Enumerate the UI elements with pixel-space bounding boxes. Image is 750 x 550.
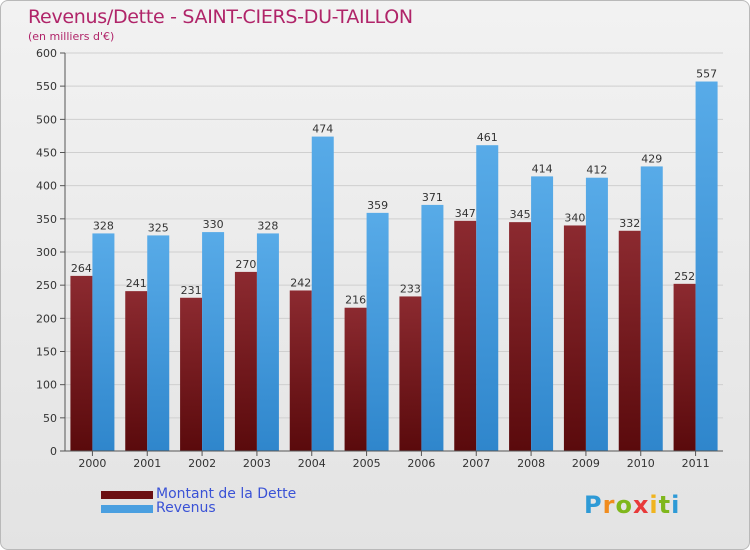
bar-revenus xyxy=(421,204,444,451)
logo-letter: i xyxy=(671,491,681,519)
y-tick-label: 300 xyxy=(36,246,57,259)
value-label-revenus: 359 xyxy=(367,199,388,212)
value-label-dette: 270 xyxy=(235,258,256,271)
x-tick-label: 2006 xyxy=(407,457,435,470)
bar-dette xyxy=(673,283,696,451)
value-label-dette: 332 xyxy=(619,217,640,230)
value-label-revenus: 328 xyxy=(93,219,114,232)
value-label-revenus: 414 xyxy=(532,162,553,175)
logo-letter: t xyxy=(658,491,672,519)
y-tick-label: 400 xyxy=(36,180,57,193)
legend-label-revenus: Revenus xyxy=(156,500,216,516)
bars xyxy=(70,81,718,452)
bar-dette xyxy=(344,307,367,451)
axes: 0 50 100 150 200 250 300 350 400 450 500 550 600 2000… xyxy=(36,47,723,470)
bar-dette xyxy=(399,296,422,451)
x-tick-label: 2009 xyxy=(572,457,600,470)
grid-lines xyxy=(65,52,723,419)
bar-dette xyxy=(563,225,586,451)
value-label-dette: 216 xyxy=(345,294,366,307)
bar-revenus xyxy=(202,232,225,451)
y-tick-label: 600 xyxy=(36,47,57,60)
x-tick-label: 2008 xyxy=(517,457,545,470)
x-tick-label: 2000 xyxy=(78,457,106,470)
chart-title: Revenus/Dette - SAINT-CIERS-DU-TAILLON xyxy=(28,6,413,28)
proxiti-logo: Proxiti xyxy=(584,491,680,519)
bar-dette xyxy=(454,220,477,451)
value-label-revenus: 557 xyxy=(696,68,717,81)
labels: 264 328 241 325 231 330 270 328 242 474 216 359 233 3… xyxy=(71,68,717,307)
value-label-dette: 340 xyxy=(564,211,585,224)
x-tick-label: 2005 xyxy=(353,457,381,470)
value-label-dette: 231 xyxy=(181,284,202,297)
bar-revenus xyxy=(695,81,718,452)
value-label-dette: 264 xyxy=(71,262,92,275)
bar-revenus xyxy=(640,166,663,451)
value-label-dette: 252 xyxy=(674,270,695,283)
y-tick-label: 500 xyxy=(36,113,57,126)
logo-letter: P xyxy=(584,491,603,519)
bar-revenus xyxy=(531,176,554,451)
y-tick-label: 350 xyxy=(36,213,57,226)
legend-swatch-revenus xyxy=(101,505,153,513)
y-tick-label: 0 xyxy=(50,445,57,458)
bar-dette xyxy=(70,275,93,451)
legend-label-dette: Montant de la Dette xyxy=(156,486,297,502)
legend-swatch-dette xyxy=(101,491,153,499)
value-label-dette: 347 xyxy=(455,207,476,220)
x-tick-label: 2001 xyxy=(133,457,161,470)
y-tick-label: 50 xyxy=(43,412,57,425)
y-tick-label: 100 xyxy=(36,379,57,392)
value-label-dette: 345 xyxy=(510,208,531,221)
bar-dette xyxy=(289,290,312,451)
value-label-dette: 242 xyxy=(290,276,311,289)
y-tick-label: 250 xyxy=(36,279,57,292)
y-tick-label: 200 xyxy=(36,312,57,325)
value-label-dette: 241 xyxy=(126,277,147,290)
bar-revenus xyxy=(311,136,334,451)
x-tick-label: 2007 xyxy=(462,457,490,470)
value-label-dette: 233 xyxy=(400,282,421,295)
chart-subtitle: (en milliers d'€) xyxy=(28,30,115,43)
value-label-revenus: 328 xyxy=(257,219,278,232)
value-label-revenus: 330 xyxy=(203,218,224,231)
bar-revenus xyxy=(256,233,279,451)
bar-revenus xyxy=(476,145,499,451)
bar-revenus xyxy=(585,177,608,451)
bar-revenus xyxy=(366,212,389,451)
bar-revenus xyxy=(92,233,115,451)
logo-letter: i xyxy=(649,491,659,519)
x-tick-label: 2003 xyxy=(243,457,271,470)
bar-dette xyxy=(125,291,148,451)
value-label-revenus: 412 xyxy=(586,164,607,177)
value-label-revenus: 371 xyxy=(422,191,443,204)
bar-dette xyxy=(234,271,257,451)
bar-dette xyxy=(509,222,532,451)
x-tick-label: 2002 xyxy=(188,457,216,470)
value-label-revenus: 325 xyxy=(148,221,169,234)
x-tick-label: 2011 xyxy=(682,457,710,470)
bar-dette xyxy=(618,230,641,451)
y-tick-label: 450 xyxy=(36,147,57,160)
bar-dette xyxy=(180,297,203,451)
value-label-revenus: 461 xyxy=(477,131,498,144)
x-tick-label: 2004 xyxy=(298,457,326,470)
logo-letter: o xyxy=(615,491,633,519)
x-tick-label: 2010 xyxy=(627,457,655,470)
logo-letter: r xyxy=(602,491,616,519)
y-tick-label: 150 xyxy=(36,346,57,359)
logo-letter: x xyxy=(632,491,650,519)
bar-revenus xyxy=(147,235,170,451)
value-label-revenus: 474 xyxy=(312,123,333,136)
value-label-revenus: 429 xyxy=(641,152,662,165)
y-tick-label: 550 xyxy=(36,80,57,93)
